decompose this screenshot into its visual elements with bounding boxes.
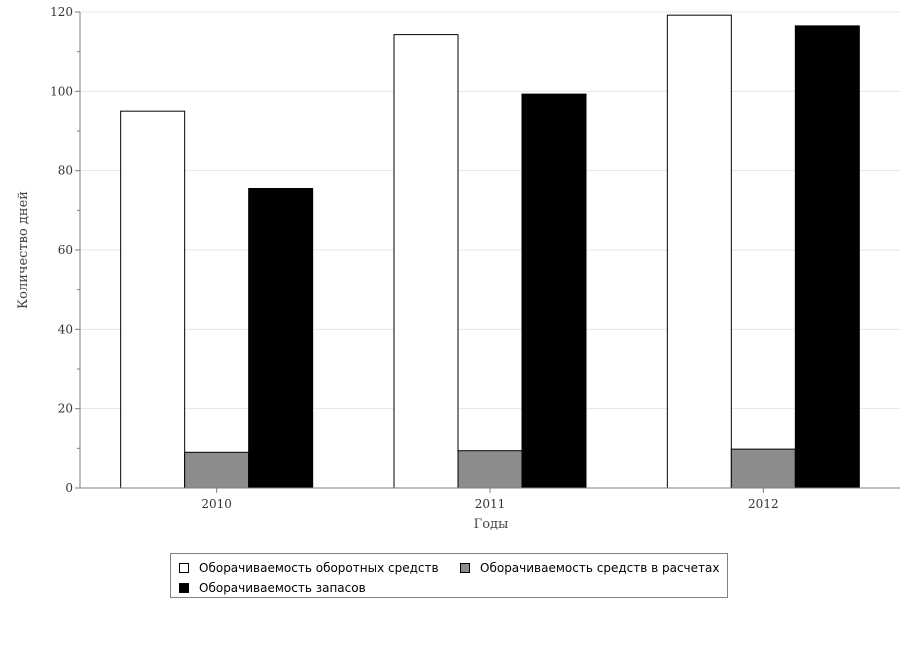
bar-2011-series-1 — [457, 450, 523, 489]
bar-2010-series-0 — [120, 110, 186, 489]
gridlines — [80, 11, 900, 410]
legend-item-working-capital: Оборачиваемость оборотных средств — [179, 561, 439, 575]
legend: Оборачиваемость оборотных средств Оборач… — [170, 553, 728, 598]
y-tick-label: 120 — [50, 5, 73, 19]
bar-2012-series-2 — [794, 25, 860, 489]
y-ticks: 0 20 40 60 80 100 120 — [50, 5, 80, 495]
legend-label-working-capital: Оборачиваемость оборотных средств — [199, 561, 439, 575]
x-tick-label: 2011 — [475, 497, 506, 511]
bar-2010-series-1 — [184, 451, 250, 489]
bar-chart: 0 20 40 60 80 100 120 2010 2011 2012 Годы Количе… — [16, 5, 900, 532]
y-tick-label: 80 — [58, 164, 73, 178]
x-ticks: 2010 2011 2012 — [201, 488, 779, 511]
x-tick-label: 2012 — [748, 497, 779, 511]
legend-swatch-inventory — [179, 583, 189, 593]
bar-2012-series-0 — [666, 14, 732, 489]
legend-item-inventory: Оборачиваемость запасов — [179, 581, 366, 595]
y-tick-label: 0 — [65, 481, 73, 495]
y-tick-label: 20 — [58, 402, 73, 416]
bar-2011-series-0 — [393, 34, 459, 489]
x-axis-title: Годы — [474, 517, 509, 532]
legend-item-receivables: Оборачиваемость средств в расчетах — [460, 561, 719, 575]
legend-swatch-receivables — [460, 563, 470, 573]
y-tick-label: 100 — [50, 84, 73, 98]
bar-2010-series-2 — [248, 188, 314, 489]
x-tick-label: 2010 — [201, 497, 232, 511]
bar-2012-series-1 — [730, 448, 796, 489]
legend-swatch-working-capital — [179, 563, 189, 573]
bar-2011-series-2 — [521, 93, 587, 489]
y-tick-label: 60 — [58, 243, 73, 257]
y-axis-title: Количество дней — [16, 191, 31, 309]
y-tick-label: 40 — [58, 322, 73, 336]
legend-label-inventory: Оборачиваемость запасов — [199, 581, 366, 595]
bars — [120, 14, 860, 489]
legend-label-receivables: Оборачиваемость средств в расчетах — [480, 561, 720, 575]
